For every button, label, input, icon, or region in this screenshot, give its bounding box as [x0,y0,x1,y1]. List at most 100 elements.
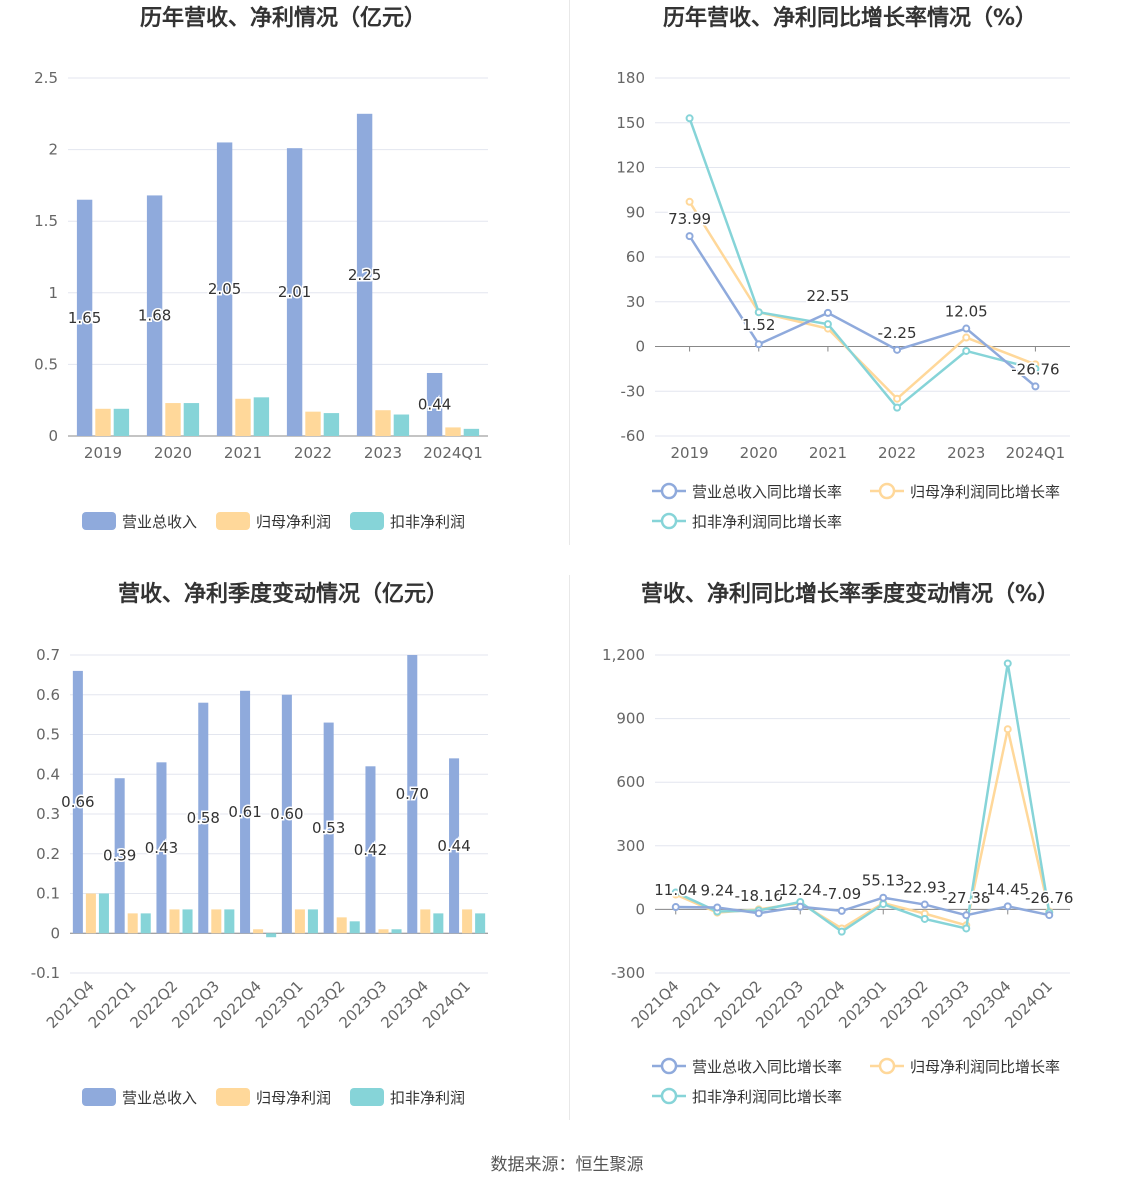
quarterly-amounts-ytick-label: 0.4 [36,765,60,783]
quarterly-amounts-data-label: 0.58 [187,809,220,827]
quarterly-amounts-bar-net-profit [294,909,305,934]
quarterly-amounts-data-label: 0.70 [396,785,429,803]
quarterly-amounts-bar-net-profit [420,909,431,934]
annual-amounts-panel: 历年营收、净利情况（亿元） 0 0.5 1 1.5 2 2.5 2019 2020 2021 202… [0,0,567,575]
annual-amounts-bar-deducted-profit [183,403,200,436]
quarterly-amounts-ytick-label: 0.3 [36,805,60,823]
quarterly-growth-legend-label: 营业总收入同比增长率 [692,1058,842,1076]
annual-growth-data-label: -2.25 [878,324,917,342]
annual-amounts-ytick-label: 2 [48,141,58,159]
quarterly-growth-point-revenue [754,909,763,918]
annual-growth-ytick-label: 150 [616,114,645,132]
annual-amounts-data-label: 2.01 [278,283,311,301]
quarterly-growth-panel: 营收、净利同比增长率季度变动情况（%） -300 0 300 600 900 1,200 20… [567,575,1134,1150]
quarterly-growth-point-revenue [713,903,722,912]
annual-growth-point-net-profit [962,333,971,342]
annual-amounts-xtick-label: 2020 [154,444,192,462]
annual-amounts-chart: 历年营收、净利情况（亿元） 0 0.5 1 1.5 2 2.5 2019 2020 2021 202… [34,5,488,531]
annual-growth-line-revenue [688,235,1037,388]
quarterly-growth-point-deducted-profit [1003,659,1012,668]
quarterly-growth-data-label: 55.13 [862,872,905,890]
quarterly-amounts-legend-swatch [82,1088,116,1106]
annual-growth-legend-swatch-marker [660,512,678,530]
annual-growth-ytick-label: 0 [635,338,645,356]
annual-growth-xtick-label: 2022 [878,444,916,462]
quarterly-amounts-bar-revenue [365,766,376,934]
quarterly-amounts-bar-revenue [449,758,460,934]
annual-amounts-bar-deducted-profit [113,408,130,436]
quarterly-growth-point-revenue [837,906,846,915]
annual-growth-xtick-label: 2023 [947,444,985,462]
annual-amounts-bar-net-profit [235,398,251,436]
annual-amounts-data-label: 1.65 [68,309,101,327]
quarterly-growth-data-label: -7.09 [822,885,861,903]
quarterly-amounts-data-label: 0.43 [145,839,178,857]
quarterly-growth-data-label: -18.16 [735,887,783,905]
annual-amounts-bar-revenue [426,372,443,436]
annual-growth-ytick-label: 30 [626,293,645,311]
annual-growth-xtick-label: 2019 [670,444,708,462]
quarterly-growth-point-revenue [1045,911,1054,920]
annual-amounts-legend-label: 归母净利润 [256,513,331,531]
quarterly-amounts-ytick-label: 0.7 [36,646,60,664]
quarterly-amounts-bar-revenue [323,722,334,934]
quarterly-growth-line-revenue [675,896,1050,917]
quarterly-growth-ytick-label: 600 [616,773,645,791]
quarterly-growth-point-revenue [796,902,805,911]
annual-growth-point-deducted-profit [1031,364,1040,373]
annual-growth-legend-label: 归母净利润同比增长率 [910,483,1060,501]
quarterly-growth-legend-label: 扣非净利润同比增长率 [692,1088,842,1106]
quarterly-amounts-bar-revenue [72,670,83,934]
annual-growth-panel: 历年营收、净利同比增长率情况（%） -60 -30 0 30 60 90 120 150 180 2… [567,0,1134,575]
quarterly-amounts-data-label: 0.53 [312,819,345,837]
annual-amounts-legend-swatch [350,512,384,530]
annual-growth-point-revenue [754,340,763,349]
quarterly-growth-ytick-label: 900 [616,710,645,728]
quarterly-growth-ytick-label: 1,200 [602,646,645,664]
annual-amounts-bar-net-profit [375,410,391,436]
annual-growth-point-deducted-profit [962,346,971,355]
annual-growth-point-deducted-profit [685,114,694,123]
quarterly-growth-data-label: -26.76 [1025,889,1073,907]
annual-amounts-bar-net-profit [445,427,461,436]
annual-amounts-ytick-label: 1 [48,284,58,302]
annual-amounts-data-label: 0.44 [418,395,451,413]
annual-amounts-xtick-label: 2023 [364,444,402,462]
annual-growth-xtick-label: 2021 [809,444,847,462]
annual-amounts-xtick-label: 2024Q1 [423,444,483,462]
annual-growth-xtick-label: 2020 [740,444,778,462]
quarterly-amounts-bar-net-profit [462,909,473,934]
quarterly-amounts-data-label: 0.66 [61,793,94,811]
annual-growth-ytick-label: 120 [616,159,645,177]
annual-growth-point-revenue [1031,382,1040,391]
quarterly-growth-chart: 营收、净利同比增长率季度变动情况（%）-30003006009001,20020… [602,581,1075,1106]
quarterly-amounts-panel: 营收、净利季度变动情况（亿元） -0.1 0 0.1 0.2 0.3 0.4 0.5 0.6 0.… [0,575,567,1150]
annual-amounts-bar-deducted-profit [463,428,480,436]
quarterly-growth-point-revenue [1003,902,1012,911]
quarterly-amounts-legend-label: 扣非净利润 [390,1089,465,1107]
annual-growth-point-net-profit [893,394,902,403]
quarterly-amounts-bar-revenue [114,778,125,934]
annual-amounts-legend-label: 扣非净利润 [390,513,465,531]
quarterly-amounts-bar-revenue [156,762,167,934]
annual-growth-data-label: 12.05 [945,303,988,321]
annual-growth-xtick-label: 2024Q1 [1006,444,1066,462]
quarterly-amounts-legend-swatch [216,1088,250,1106]
annual-growth-ytick-label: -30 [621,382,646,400]
quarterly-growth-point-deducted-profit [879,900,888,909]
annual-amounts-bar-revenue [216,142,233,436]
annual-amounts-data-label: 1.68 [138,307,171,325]
quarterly-growth-point-revenue [962,911,971,920]
quarterly-growth-point-deducted-profit [671,888,680,897]
quarterly-amounts-legend-label: 归母净利润 [256,1089,331,1107]
annual-growth-line-deducted-profit [688,117,1036,410]
annual-amounts-legend-swatch [216,512,250,530]
quarterly-growth-ytick-label: -300 [611,964,645,982]
quarterly-amounts-bar-net-profit [253,929,264,934]
annual-growth-point-revenue [962,324,971,333]
annual-growth-point-revenue [685,232,694,241]
annual-amounts-bar-deducted-profit [253,397,270,436]
quarterly-growth-ytick-label: 0 [635,900,645,918]
quarterly-amounts-ytick-label: -0.1 [31,964,60,982]
annual-amounts-ytick-label: 0.5 [34,355,58,373]
